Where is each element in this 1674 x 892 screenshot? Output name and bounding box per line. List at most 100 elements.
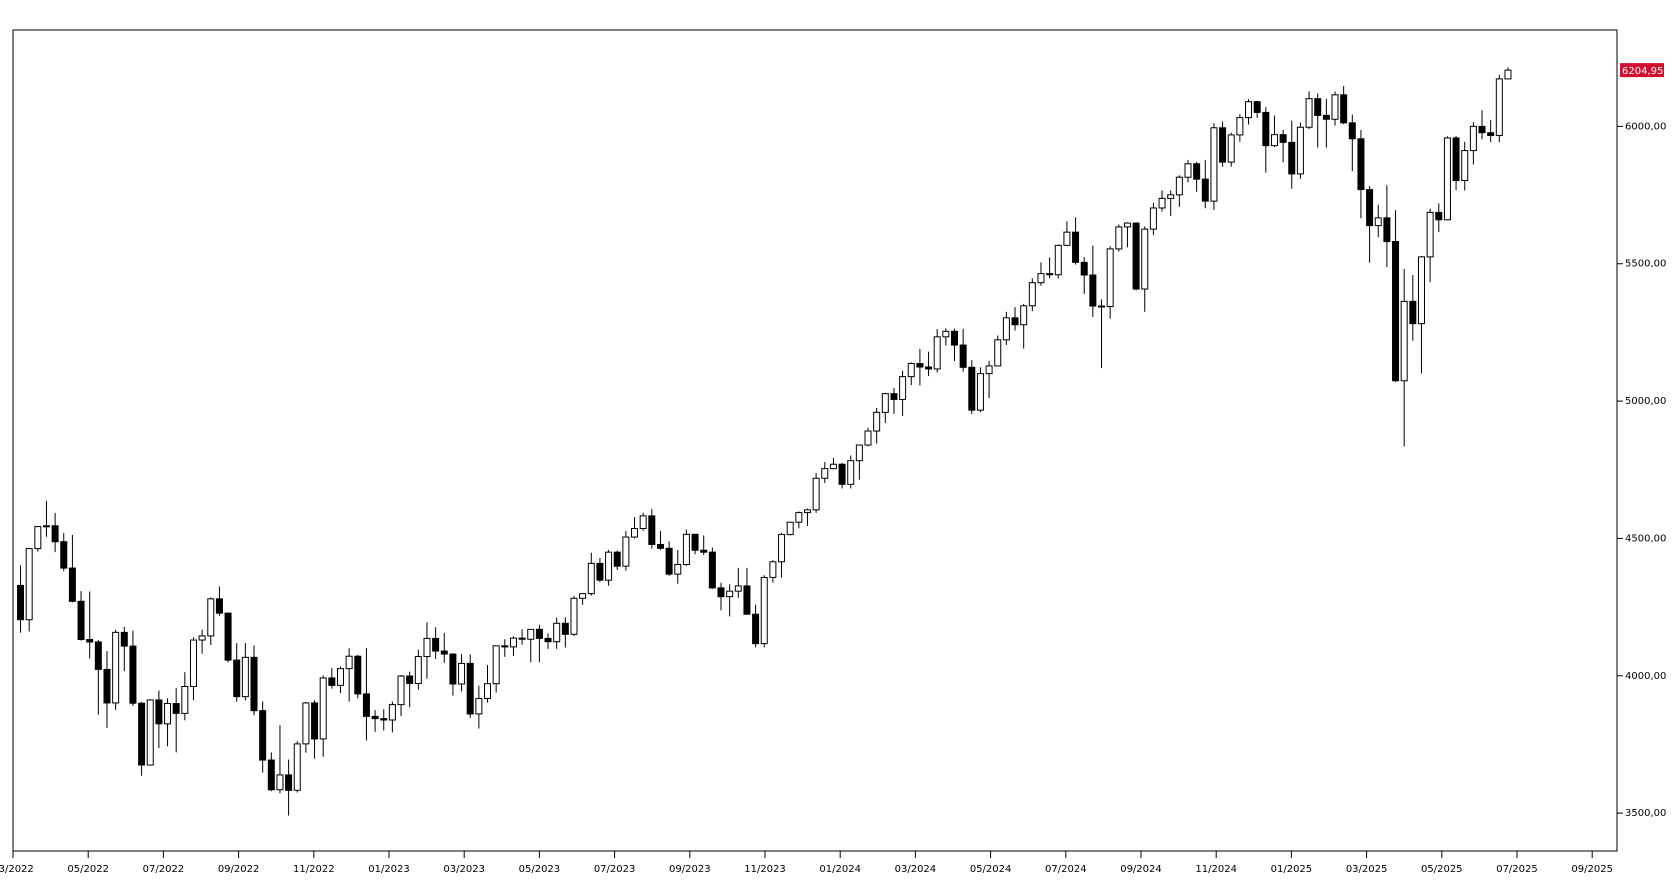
candle-body [250, 656, 258, 712]
candle-body [224, 612, 232, 661]
candle-body [752, 613, 760, 645]
candle-body [423, 637, 431, 658]
candle-body [371, 715, 379, 720]
candle-body [1288, 141, 1296, 175]
candle-body [1392, 240, 1400, 382]
candle-body [847, 460, 855, 485]
candle-body [665, 547, 673, 575]
candle-body [319, 677, 327, 740]
candle-body [648, 515, 656, 545]
candle-body [138, 702, 146, 766]
candle-body [1141, 228, 1149, 290]
candle-body [726, 590, 734, 598]
candle-body [622, 536, 630, 567]
candle-body [198, 635, 206, 641]
candle-body [570, 597, 578, 635]
candle-body [293, 743, 301, 791]
x-tick-label: 03/2022 [0, 864, 34, 875]
candle-body [1469, 125, 1477, 152]
candle-body [873, 411, 881, 432]
candle-body [60, 541, 68, 569]
candle-body [743, 585, 751, 615]
candle-body [432, 637, 440, 652]
candle-body [259, 710, 267, 761]
candle-body [786, 521, 794, 536]
candle-body [1219, 127, 1227, 163]
candle-body [380, 718, 388, 721]
candle-body [458, 662, 466, 685]
candle-body [354, 655, 362, 695]
candle-body [103, 668, 111, 704]
x-tick-label: 03/2024 [895, 864, 937, 875]
candle-body [1340, 94, 1348, 124]
candle-body [674, 564, 682, 575]
candle-body [336, 668, 344, 686]
candle-body [942, 330, 950, 338]
y-tick-label: 5500,00 [1625, 259, 1666, 270]
candle-body [596, 562, 604, 581]
candle-body [1305, 98, 1313, 128]
candle-body [639, 515, 647, 530]
candle-body [605, 551, 613, 581]
candle-body [1201, 178, 1209, 202]
candle-body [1072, 231, 1080, 263]
candle-body [881, 393, 889, 413]
x-tick-label: 05/2022 [67, 864, 109, 875]
candle-body [1478, 125, 1486, 134]
candle-body [276, 774, 284, 791]
last-price-box [1620, 63, 1664, 78]
candle-body [899, 376, 907, 400]
candle-body [1348, 122, 1356, 140]
candle-body [1495, 78, 1503, 136]
candle-body [68, 567, 76, 602]
candle-body [1487, 132, 1495, 136]
candle-body [328, 677, 336, 686]
candle-body [1314, 98, 1322, 116]
candle-body [440, 650, 448, 655]
candle-body [1210, 127, 1218, 202]
candle-body [968, 366, 976, 411]
candle-body [717, 587, 725, 598]
candle-body [414, 656, 422, 684]
candle-body [535, 628, 543, 639]
candle-body [985, 365, 993, 375]
candle-body [1366, 189, 1374, 227]
candle-body [1435, 211, 1443, 221]
candle-body [527, 628, 535, 640]
candle-body [1184, 163, 1192, 178]
candle-body [34, 526, 42, 550]
candle-body [129, 645, 137, 704]
candle-body [1028, 282, 1036, 307]
x-tick-label: 03/2025 [1346, 864, 1388, 875]
x-tick-label: 09/2024 [1120, 864, 1162, 875]
candle-body [164, 703, 172, 725]
candle-body [778, 534, 786, 563]
candle-body [406, 675, 414, 684]
candle-body [189, 639, 197, 687]
candle-body [821, 468, 829, 479]
candle-body [492, 645, 500, 685]
candle-body [1504, 69, 1512, 80]
candle-body [1046, 273, 1054, 276]
candle-body [933, 336, 941, 370]
candle-body [1175, 176, 1183, 196]
candle-body [1089, 274, 1097, 307]
candle-body [631, 528, 639, 538]
candle-body [77, 600, 85, 641]
candle-body [1383, 217, 1391, 242]
x-tick-label: 09/2025 [1571, 864, 1613, 875]
candle-body [1417, 256, 1425, 325]
candle-body [838, 463, 846, 485]
candle-body [1374, 217, 1382, 227]
x-tick-label: 01/2025 [1271, 864, 1313, 875]
candle-body [1106, 248, 1114, 308]
candle-body [155, 699, 163, 725]
candle-body [1123, 222, 1131, 228]
candle-body [691, 533, 699, 551]
candle-body [734, 585, 742, 592]
candle-body [1020, 305, 1028, 326]
candle-body [1149, 207, 1157, 230]
candle-body [613, 551, 621, 567]
candle-body [1167, 194, 1175, 199]
